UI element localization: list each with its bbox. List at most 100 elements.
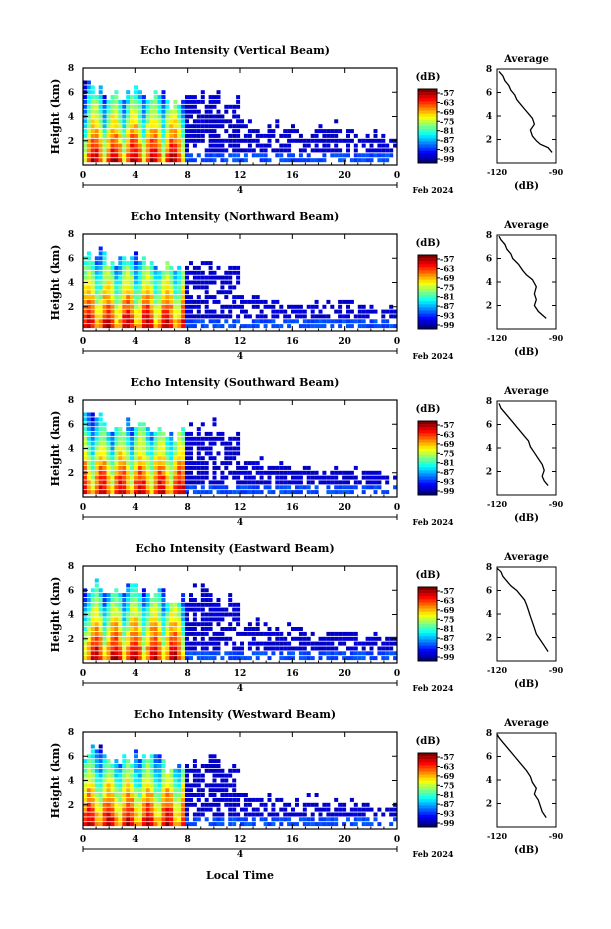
heatmap-cell [134,490,138,495]
heatmap-cell [208,95,213,100]
heatmap-cell [165,793,170,797]
heatmap-cell [259,148,264,153]
heatmap-cell [83,602,87,607]
heatmap-cell [83,290,87,295]
heatmap-cell [149,759,154,764]
colorbar-swatch [418,135,437,139]
heatmap-cell [204,461,209,466]
heatmap-cell [381,309,386,314]
heatmap-cell [169,451,174,456]
heatmap-cell [224,138,229,143]
heatmap-cell [83,265,87,270]
heatmap-cell [346,324,350,329]
heatmap-cell [134,783,138,788]
heatmap-cell [141,304,146,309]
heatmap-cell [185,158,189,163]
heatmap-cell [212,607,217,612]
heatmap-cell [134,607,138,612]
colorbar-frame [417,88,438,164]
heatmap-cell [169,768,174,773]
average-y-tick-label: 4 [486,444,492,454]
heatmap-cell [192,768,197,773]
heatmap-cell [369,138,374,143]
y-tick-label: 4 [68,113,74,123]
heatmap-cell [134,270,138,275]
heatmap-cell [86,602,91,607]
heatmap-cell [283,802,288,807]
heatmap-cell [240,158,244,163]
heatmap-cell [118,788,123,793]
y-tick-label: 4 [68,777,74,787]
heatmap-cell [275,641,280,646]
heatmap-cell [232,602,237,607]
heatmap-cell [122,636,127,641]
heatmap-cell [349,158,354,163]
heatmap-cell [137,158,142,163]
heatmap-cell [381,651,386,656]
heatmap-cell [118,314,123,319]
heatmap-cell [153,622,158,627]
heatmap-cell [94,314,99,319]
heatmap-cell [141,422,146,427]
heatmap-cell [279,304,284,309]
heatmap-cell [90,759,95,764]
heatmap-cell [153,270,158,275]
heatmap-cell [224,485,229,490]
heatmap-cell [177,441,182,446]
heatmap-cell [200,598,205,602]
heatmap-cell [90,153,95,158]
heatmap-cell [220,114,225,119]
heatmap-cell [220,607,225,612]
heatmap-cell [181,631,186,636]
heatmap-cell [141,446,146,451]
colorbar-tick-label: -81 [440,126,454,136]
heatmap-cell [102,124,107,129]
heatmap-cell [389,812,394,817]
heatmap-cell [287,143,292,148]
heatmap-cell [306,480,311,485]
heatmap-cell [90,265,95,270]
colorbar-frame [417,254,438,330]
heatmap-cell [94,295,99,300]
heatmap-cell [157,124,162,129]
heatmap-cell [141,651,146,656]
heatmap-cell [145,129,150,134]
colorbar-swatch [418,273,437,277]
heatmap-cell [118,319,123,324]
heatmap-cell [310,470,315,475]
heatmap-cell [106,812,111,817]
heatmap-cell [145,109,150,114]
heatmap-cell [169,148,174,153]
heatmap-cell [381,641,386,646]
heatmap-cell [114,158,119,163]
average-y-tick-label: 8 [486,397,492,407]
heatmap-cell [189,309,193,314]
heatmap-cell [157,778,162,783]
heatmap-cell [255,465,260,470]
heatmap-cell [161,773,166,778]
heatmap-cell [279,807,284,812]
heatmap-cell [314,319,319,324]
heatmap-cell [94,158,99,163]
heatmap-cell [149,793,154,797]
heatmap-cell [232,133,237,138]
heatmap-cell [192,641,197,646]
heatmap-cell [236,314,241,319]
heatmap-cell [228,290,233,295]
heatmap-cell [189,641,193,646]
heatmap-cell [86,114,91,119]
heatmap-cell [220,148,225,153]
heatmap-cell [196,773,201,778]
heatmap-cell [134,99,138,104]
heatmap-cell [236,465,241,470]
heatmap-cell [98,295,103,300]
heatmap-cell [271,299,276,304]
heatmap-cell [153,470,158,475]
heatmap-cell [134,641,138,646]
heatmap-cell [192,265,197,270]
heatmap-cell [200,788,205,793]
heatmap-cell [240,485,244,490]
heatmap-cell [118,651,123,656]
colorbar-tick-label: -99 [440,320,455,330]
heatmap-cell [326,129,331,134]
